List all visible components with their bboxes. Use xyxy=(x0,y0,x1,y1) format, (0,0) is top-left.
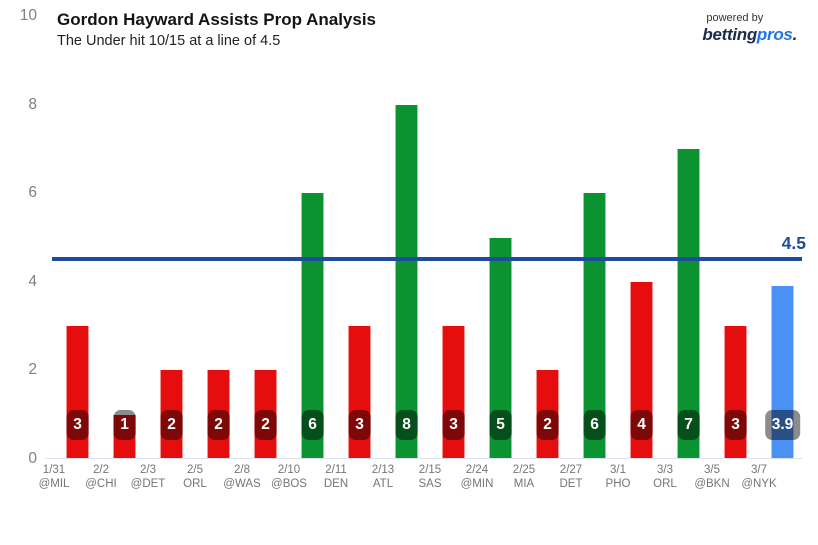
bar-2/8-@WAS[interactable] xyxy=(254,370,277,459)
x-tick-date: 2/27 xyxy=(559,464,583,476)
x-tick-team: ORL xyxy=(653,478,677,490)
x-axis-line xyxy=(45,458,802,459)
bar-value-badge: 3 xyxy=(724,410,747,440)
bar-value-badge: 2 xyxy=(160,410,183,440)
bar-value-badge: 3 xyxy=(66,410,89,440)
bar-value-badge: 8 xyxy=(395,410,418,440)
x-tick-2/24: 2/24 @MIN xyxy=(461,463,494,491)
x-tick-3/5: 3/5 @BKN xyxy=(694,463,729,491)
bar-2/5-ORL[interactable] xyxy=(207,370,230,459)
chart-title: Gordon Hayward Assists Prop Analysis xyxy=(57,10,376,29)
x-tick-2/25: 2/25 MIA xyxy=(513,463,535,491)
bar-3/3-ORL[interactable] xyxy=(677,148,700,459)
y-tick-6: 6 xyxy=(28,184,37,202)
brand-text-pros: pros xyxy=(756,25,793,44)
bar-2/11-DEN[interactable] xyxy=(348,326,371,459)
bar-value-badge: 5 xyxy=(489,410,512,440)
x-tick-2/3: 2/3 @DET xyxy=(131,463,166,491)
x-tick-date: 2/15 xyxy=(418,464,442,476)
x-tick-date: 2/13 xyxy=(371,464,395,476)
bar-3/5-@BKN[interactable] xyxy=(724,326,747,459)
x-tick-1/31: 1/31 @MIL xyxy=(39,463,70,491)
x-tick-date: 1/31 xyxy=(42,464,66,476)
powered-by-label: powered by xyxy=(706,12,764,24)
bar-value-badge: 3 xyxy=(442,410,465,440)
x-tick-3/1: 3/1 PHO xyxy=(606,463,631,491)
x-tick-team: SAS xyxy=(418,478,442,490)
x-tick-3/3: 3/3 ORL xyxy=(653,463,677,491)
bar-2/3-@DET[interactable] xyxy=(160,370,183,459)
x-tick-team: @BKN xyxy=(694,478,730,490)
x-tick-3/7: 3/7 @NYK xyxy=(741,463,776,491)
x-tick-date: 3/5 xyxy=(703,464,720,476)
bar-3/1-PHO[interactable] xyxy=(630,281,653,459)
x-tick-team: @WAS xyxy=(223,478,261,490)
x-tick-team: @CHI xyxy=(85,478,117,490)
x-tick-date: 2/2 xyxy=(92,464,109,476)
bar-2/25-MIA[interactable] xyxy=(536,370,559,459)
x-tick-2/10: 2/10 @BOS xyxy=(271,463,307,491)
bar-value-badge: 2 xyxy=(254,410,277,440)
x-tick-date: 3/7 xyxy=(750,464,767,476)
x-tick-team: @MIN xyxy=(460,478,494,490)
prop-line-label: 4.5 xyxy=(781,233,806,253)
x-tick-team: @DET xyxy=(130,478,166,490)
plot-area: 3 1/31 @MIL 1 2/2 @CHI 2 2/3 @DET 2 2/5 ORL 2 2/8 @WAS… xyxy=(39,16,806,490)
x-tick-team: DEN xyxy=(323,478,349,490)
bar-value-badge: 7 xyxy=(677,410,700,440)
x-tick-team: ATL xyxy=(372,478,394,490)
x-tick-team: @BOS xyxy=(271,478,307,490)
y-tick-10: 10 xyxy=(19,7,37,24)
bar-value-badge: 2 xyxy=(207,410,230,440)
bar-value-badge: 4 xyxy=(630,410,653,440)
y-tick-0: 0 xyxy=(28,450,37,467)
bar-value-badge: 6 xyxy=(301,410,324,440)
bettingpros-wordmark: bettingpros. xyxy=(702,25,797,45)
x-tick-date: 3/1 xyxy=(609,464,626,476)
brand-dot: . xyxy=(792,25,798,44)
bar-2/24-@MIN[interactable] xyxy=(489,237,512,459)
x-tick-date: 2/25 xyxy=(512,464,536,476)
y-axis: 0 2 4 6 8 10 xyxy=(0,7,37,467)
x-tick-team: @MIL xyxy=(38,478,70,490)
bar-1/31-@MIL[interactable] xyxy=(66,326,89,459)
x-tick-date: 2/5 xyxy=(187,464,203,476)
x-tick-team: DET xyxy=(559,478,583,490)
bar-2/13-ATL[interactable] xyxy=(395,104,418,459)
x-tick-date: 2/24 xyxy=(465,464,489,476)
x-tick-team: MIA xyxy=(513,478,535,490)
prop-line xyxy=(52,257,802,261)
x-tick-2/8: 2/8 @WAS xyxy=(223,463,260,491)
x-tick-2/15: 2/15 SAS xyxy=(418,463,441,491)
x-tick-date: 2/8 xyxy=(233,464,250,476)
bar-3/7-@NYK[interactable] xyxy=(771,286,794,459)
x-tick-2/2: 2/2 @CHI xyxy=(85,463,116,491)
x-tick-2/27: 2/27 DET xyxy=(560,463,583,491)
x-tick-2/11: 2/11 DEN xyxy=(324,463,348,491)
x-tick-date: 2/11 xyxy=(325,464,347,476)
x-tick-team: PHO xyxy=(605,478,631,490)
y-tick-8: 8 xyxy=(28,95,37,113)
x-tick-date: 3/3 xyxy=(657,464,673,476)
bar-value-badge: 3 xyxy=(348,410,371,440)
bar-value-badge: 1 xyxy=(113,410,136,440)
x-tick-2/13: 2/13 ATL xyxy=(372,463,394,491)
bar-value-badge: 2 xyxy=(536,410,559,440)
bar-2/2-@CHI[interactable] xyxy=(113,414,136,459)
x-tick-team: @NYK xyxy=(741,478,777,490)
bettingpros-logo[interactable]: powered by bettingpros. xyxy=(702,12,797,45)
bar-value-badge: 6 xyxy=(583,410,606,440)
y-tick-4: 4 xyxy=(28,272,37,290)
brand-text-betting: betting xyxy=(702,25,757,44)
y-tick-2: 2 xyxy=(28,361,37,379)
bar-value-badge: 3.9 xyxy=(764,410,801,440)
x-tick-2/5: 2/5 ORL xyxy=(183,463,207,491)
x-tick-date: 2/10 xyxy=(277,464,301,476)
chart-subtitle: The Under hit 10/15 at a line of 4.5 xyxy=(57,33,281,49)
x-tick-date: 2/3 xyxy=(140,464,156,476)
bar-2/15-SAS[interactable] xyxy=(442,326,465,459)
x-tick-team: ORL xyxy=(183,478,207,490)
